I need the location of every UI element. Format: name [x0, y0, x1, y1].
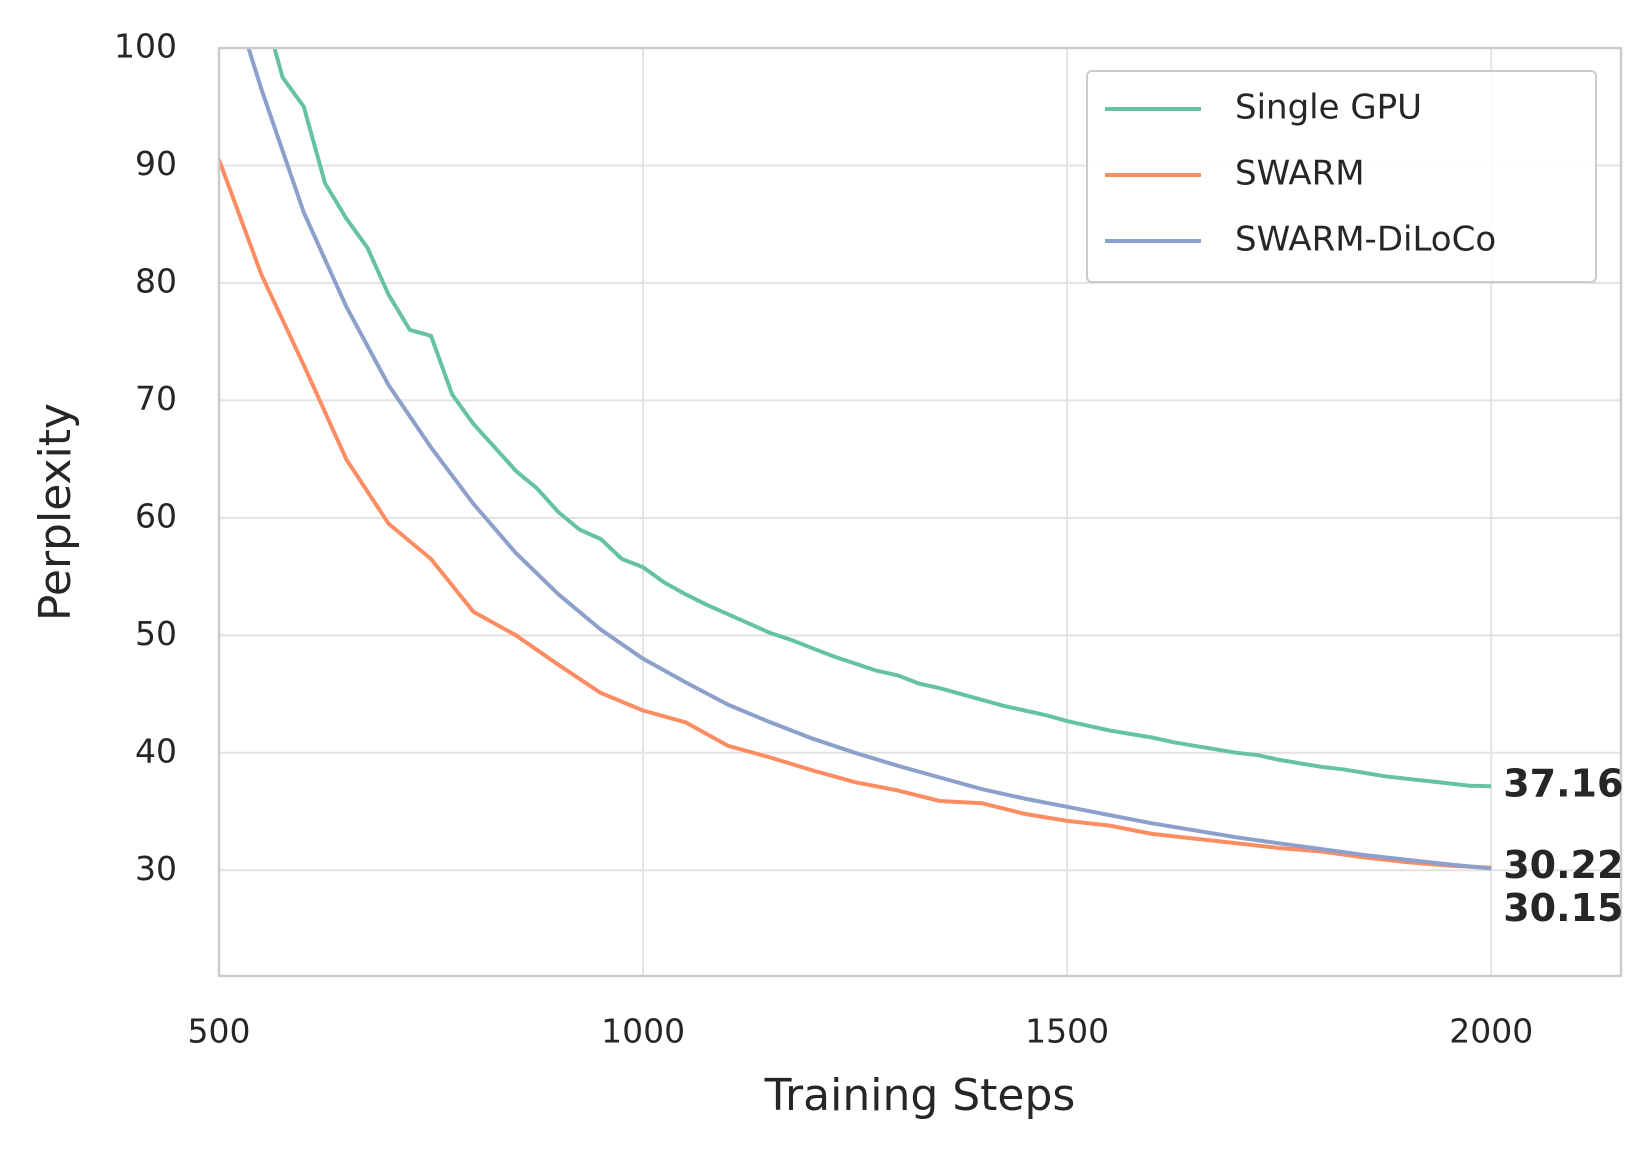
legend-label: SWARM [1235, 154, 1365, 194]
y-tick-label: 90 [135, 144, 177, 183]
x-tick-label: 1000 [601, 1012, 685, 1051]
y-tick-label: 50 [135, 614, 177, 653]
x-tick-label: 500 [188, 1012, 251, 1051]
x-tick-label: 1500 [1025, 1012, 1109, 1051]
legend-label: SWARM-DiLoCo [1235, 220, 1496, 260]
x-tick-label: 2000 [1449, 1012, 1533, 1051]
legend-label: Single GPU [1235, 88, 1422, 128]
series-line [246, 48, 1492, 871]
end-value-label: 37.16 [1503, 762, 1623, 806]
plot-frame [217, 46, 1623, 978]
end-value-label: 30.22 [1503, 843, 1623, 887]
legend-frame [1086, 70, 1597, 283]
y-tick-label: 70 [135, 379, 177, 418]
series-line [219, 158, 1492, 870]
x-axis-title: Training Steps [764, 1070, 1076, 1121]
y-tick-label: 40 [135, 731, 177, 770]
y-tick-label: 30 [135, 849, 177, 888]
end-value-label: 30.15 [1503, 886, 1623, 930]
legend: Single GPU SWARM SWARM-DiLoCo [1086, 70, 1597, 283]
y-axis-title: Perplexity [30, 403, 81, 621]
y-tick-label: 60 [135, 496, 177, 535]
series-line [272, 48, 1492, 789]
y-tick-label: 100 [114, 27, 177, 66]
labels: 500 1000 1500 2000 30 40 50 60 70 80 90 100 37.16 30.… [114, 27, 1623, 1051]
y-tick-label: 80 [135, 261, 177, 300]
plot-lines [219, 48, 1492, 871]
